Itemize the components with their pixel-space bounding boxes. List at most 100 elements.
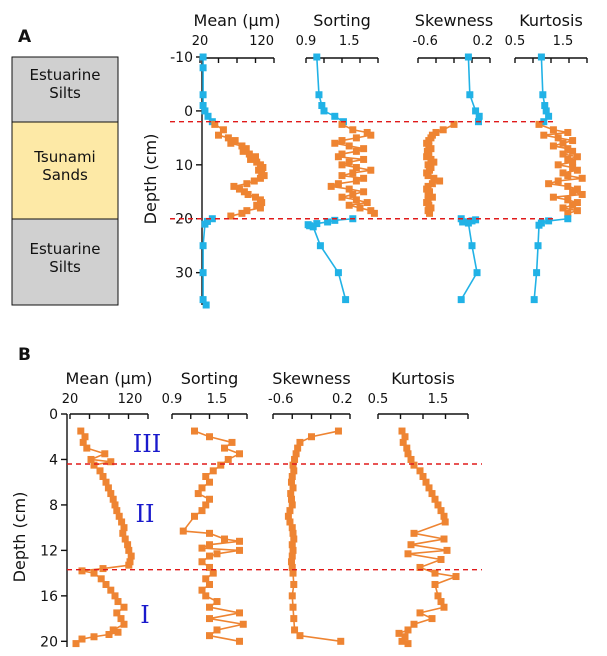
panel-a-track-3-orange-point — [569, 158, 577, 166]
panel-b-track-2-orange-point — [334, 427, 342, 435]
panel-b-track-3-orange-point — [431, 569, 439, 577]
panel-b-track-1-orange-point — [206, 632, 213, 640]
panel-b-track-0-orange-point — [87, 455, 95, 463]
panel-b-track-1-orange-point — [213, 626, 221, 634]
panel-a-track-3-orange-point — [549, 193, 557, 201]
panel-b-track-2-orange-point — [289, 529, 297, 537]
panel-a-track-3-orange-point — [578, 190, 586, 198]
panel-a-track-1-orange-point — [360, 145, 368, 153]
panel-a-track-1-orange-point — [352, 164, 360, 172]
panel-a-track-0-blue-bottom-point — [199, 269, 207, 277]
panel-b-track-0-orange-point — [125, 561, 133, 569]
panel-b-track-3-orange-point — [407, 455, 415, 463]
panel-a-track-1-orange-point — [349, 169, 357, 177]
panel-a-track-2-orange-point — [424, 190, 432, 198]
panel-a-track-2-orange-point — [430, 174, 438, 182]
panel-b-track-1-orange-point — [206, 529, 213, 537]
panel-a-track-3-orange-point — [573, 207, 581, 215]
panel-a-track-1-orange-point — [370, 209, 378, 217]
panel-b-track-3-orange-point — [431, 495, 439, 503]
panel-a-track-1-blue-bottom-point — [313, 220, 321, 228]
panel-b-track-2-orange-point — [290, 580, 298, 588]
panel-b-track-1-orange-point — [202, 473, 210, 481]
panel-a-track-0-orange-point — [238, 142, 246, 150]
panel-b-track-2-orange-point — [288, 473, 296, 481]
panel-a-track-1-orange-point — [334, 180, 342, 188]
panel-a-track-1-orange-point — [334, 153, 342, 161]
panel-a-plot: -10 0 10 20 30 Mean (µm) 20 120 Sorting 0.9 1.5 Ske… — [170, 11, 588, 309]
panel-a-track-0-orange-point — [211, 120, 219, 128]
panel-a-track-1-orange-point — [352, 196, 360, 204]
panel-b-track-3-orange-point — [404, 626, 412, 634]
panel-b-track-3-orange-point — [404, 640, 412, 648]
panel-a-track-1-orange-point — [338, 172, 346, 180]
panel-b-track-2-orange-point — [288, 541, 296, 549]
panel-a-track-1-blue-bottom-point — [306, 222, 314, 230]
panel-b-track-0-orange-point — [113, 609, 121, 617]
panel-b-track-0-orange-point — [107, 586, 115, 594]
panel-b-track-2-orange-point — [289, 461, 297, 469]
panel-a-track-3-orange-point — [569, 137, 577, 145]
panel-a-track-3-orange-point — [573, 166, 581, 174]
panel-a-track-3-orange-point — [549, 142, 557, 150]
panel-b-track-0-orange-point — [78, 635, 86, 643]
strata-sand — [11, 121, 119, 220]
panel-a-ytick-label: 10 — [175, 158, 193, 174]
panel-a-track-3-blue-top-point — [545, 112, 553, 120]
panel-b-letter: B — [18, 345, 31, 365]
panel-a-track-3-orange-point — [545, 180, 553, 188]
panel-b-track-1-orange-point — [198, 507, 206, 515]
panel-b-track-2-orange-point — [291, 455, 299, 463]
panel-a-track-1-tick-label: 0.9 — [296, 34, 317, 49]
panel-b-track-0-tick-label: 120 — [118, 392, 143, 407]
panel-a-track-3-orange-point — [564, 155, 572, 163]
panel-a-track-0-orange-point — [252, 193, 259, 201]
panel-a-track-2-blue-bottom-line — [460, 217, 478, 301]
panel-b-track-1-orange-point — [236, 450, 243, 458]
panel-a-track-3-orange-point — [573, 153, 581, 161]
panel-b-track-1-orange-point — [236, 609, 243, 617]
panel-a-track-0-blue-top-point — [199, 91, 207, 99]
panel-b-track-2-orange-point — [288, 552, 296, 560]
panel-a-track-1-orange-point — [360, 174, 368, 182]
panel-a-track-0-orange-point — [235, 185, 243, 193]
panel-a-track-1-blue-top-point — [331, 112, 339, 120]
panel-b-track-0-orange-point — [105, 630, 113, 638]
panel-a-track-1-blue-bottom-point — [316, 242, 324, 250]
panel-b-track-1-orange-point — [213, 550, 221, 558]
panel-a-track-1-orange-point — [338, 137, 346, 145]
panel-b-track-3-orange-point — [437, 598, 445, 606]
panel-a-track-0-blue-bottom-point — [199, 242, 207, 250]
panel-a-track-1-orange-point — [338, 161, 346, 169]
panel-a-ytick-label: -10 — [170, 50, 193, 66]
panel-b-track-2-orange-point — [287, 558, 295, 566]
panel-a-track-1-orange-point — [349, 190, 357, 198]
panel-a-track-0-orange-point — [224, 134, 232, 142]
panel-b-track-3-orange-point — [401, 633, 409, 641]
panel-a-track-3-blue-bottom-point — [564, 215, 572, 223]
panel-a-track-3-blue-bottom-point — [545, 217, 553, 225]
panel-b-track-3-orange-point — [403, 444, 411, 452]
strata-silt-top — [11, 56, 119, 123]
panel-b-track-2-orange-point — [288, 563, 296, 571]
panel-a-track-3-orange-point — [559, 139, 567, 147]
panel-b-track-2-orange-point — [290, 467, 298, 475]
panel-b-track-3-orange-point — [398, 637, 406, 645]
panel-b-track-0-orange-point — [118, 518, 126, 526]
panel-a-track-3-orange-point — [569, 188, 577, 196]
panel-b-track-0-orange-point — [107, 490, 115, 498]
panel-a-track-3-orange-point — [564, 128, 572, 136]
panel-b-track-0-orange-point — [120, 620, 128, 628]
panel-b-track-2-orange-point — [288, 592, 296, 600]
panel-b-track-2-orange-point — [286, 518, 294, 526]
panel-b-track-0-orange-point — [124, 541, 132, 549]
panel-a-track-1-orange-point — [345, 158, 353, 166]
panel-a-track-2-tick-label: 0.2 — [472, 34, 493, 49]
panel-b-track-2-orange-point — [287, 478, 295, 486]
panel-b-track-3-orange-point — [425, 484, 433, 492]
panel-a-track-3-orange-point — [573, 185, 581, 193]
strata-label-silt-top: Estuarine Silts — [30, 66, 101, 102]
panel-b-plot: 0 4 8 12 16 20 Mean (µm) 20 120 Sorting 0.9 1.5 Skew… — [40, 369, 482, 650]
panel-b-track-1-orange-point — [198, 558, 206, 566]
panel-a-track-2-tick-label: -0.6 — [413, 34, 438, 49]
